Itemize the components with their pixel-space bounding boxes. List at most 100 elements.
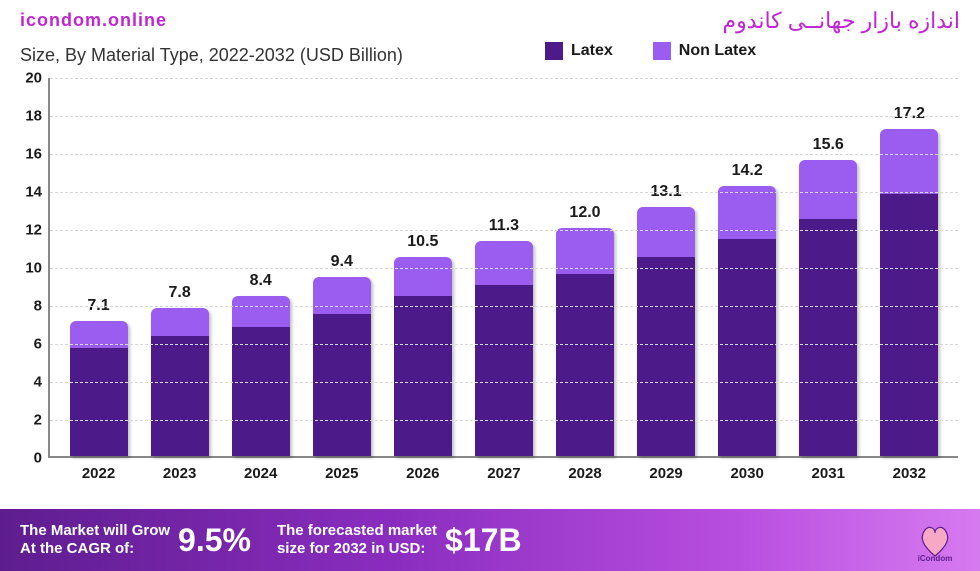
bar-group: 9.4 <box>313 277 371 456</box>
bar-group: 8.4 <box>232 296 290 456</box>
legend: Latex Non Latex <box>545 42 756 60</box>
legend-swatch-latex <box>545 42 563 60</box>
x-label: 2024 <box>232 465 290 482</box>
y-tick: 16 <box>25 146 42 163</box>
page-title-fa: اندازه بازار جهانــی کاندوم <box>723 8 960 34</box>
grid-line <box>50 78 958 79</box>
x-label: 2025 <box>313 465 371 482</box>
bar-stack <box>313 277 371 456</box>
x-label: 2027 <box>475 465 533 482</box>
y-tick: 18 <box>25 108 42 125</box>
bar-group: 17.2 <box>880 129 938 456</box>
bar-segment-latex <box>394 296 452 456</box>
bar-segment-latex <box>475 285 533 456</box>
bar-segment-nonlatex <box>556 228 614 274</box>
legend-swatch-nonlatex <box>653 42 671 60</box>
x-axis-labels: 2022202320242025202620272028202920302031… <box>50 465 958 482</box>
y-tick: 8 <box>34 298 42 315</box>
bar-segment-latex <box>556 274 614 456</box>
bar-group: 15.6 <box>799 160 857 456</box>
bar-segment-nonlatex <box>232 296 290 326</box>
bars-container: 7.1 7.8 8.4 9.4 10.5 11.3 12.0 13.1 14.2 15.6 17.2 <box>50 78 958 456</box>
brand-logo-icon: iCondom <box>910 515 960 565</box>
y-tick: 2 <box>34 412 42 429</box>
chart-area: 02468101214161820 7.17.88.49.410.511.312… <box>48 78 958 478</box>
grid-line <box>50 154 958 155</box>
brand-text: icondom.online <box>20 10 167 31</box>
bar-segment-nonlatex <box>394 257 452 297</box>
x-label: 2031 <box>799 465 857 482</box>
bar-segment-latex <box>232 327 290 456</box>
bar-total-label: 8.4 <box>250 272 272 290</box>
grid-line <box>50 306 958 307</box>
x-label: 2032 <box>880 465 938 482</box>
bar-total-label: 11.3 <box>489 217 519 235</box>
cagr-label: The Market will Grow At the CAGR of: <box>20 522 170 558</box>
cagr-value: 9.5% <box>178 522 251 559</box>
grid-line <box>50 420 958 421</box>
grid-line <box>50 116 958 117</box>
y-tick: 6 <box>34 336 42 353</box>
bar-segment-nonlatex <box>151 308 209 336</box>
y-tick: 10 <box>25 260 42 277</box>
bar-stack <box>718 186 776 456</box>
bar-stack <box>880 129 938 456</box>
bar-segment-latex <box>880 194 938 456</box>
brand-logo-text: iCondom <box>918 554 953 563</box>
bar-segment-latex <box>70 348 128 456</box>
x-label: 2028 <box>556 465 614 482</box>
chart-subtitle: Size, By Material Type, 2022-2032 (USD B… <box>20 45 403 66</box>
x-label: 2022 <box>70 465 128 482</box>
legend-item-latex: Latex <box>545 42 613 60</box>
bar-group: 10.5 <box>394 257 452 457</box>
bar-stack <box>70 321 128 456</box>
y-tick: 4 <box>34 374 42 391</box>
bar-stack <box>394 257 452 457</box>
footer-banner: The Market will Grow At the CAGR of: 9.5… <box>0 509 980 571</box>
bar-group: 13.1 <box>637 207 695 456</box>
plot: 7.1 7.8 8.4 9.4 10.5 11.3 12.0 13.1 14.2 15.6 17.2… <box>48 78 958 458</box>
bar-total-label: 14.2 <box>732 162 763 180</box>
bar-segment-latex <box>313 314 371 456</box>
bar-stack <box>232 296 290 456</box>
legend-item-nonlatex: Non Latex <box>653 42 756 60</box>
x-label: 2026 <box>394 465 452 482</box>
bar-segment-nonlatex <box>313 277 371 313</box>
bar-total-label: 15.6 <box>813 136 844 154</box>
bar-group: 14.2 <box>718 186 776 456</box>
y-tick: 0 <box>34 450 42 467</box>
forecast-value: $17B <box>445 522 522 559</box>
bar-stack <box>637 207 695 456</box>
forecast-label: The forecasted market size for 2032 in U… <box>277 522 437 558</box>
bar-segment-nonlatex <box>799 160 857 219</box>
legend-label-nonlatex: Non Latex <box>679 42 756 60</box>
bar-stack <box>475 241 533 456</box>
grid-line <box>50 382 958 383</box>
bar-segment-latex <box>151 336 209 456</box>
grid-line <box>50 268 958 269</box>
y-axis: 02468101214161820 <box>18 78 48 458</box>
bar-group: 12.0 <box>556 228 614 456</box>
bar-segment-nonlatex <box>718 186 776 239</box>
bar-stack <box>556 228 614 456</box>
grid-line <box>50 344 958 345</box>
bar-group: 7.1 <box>70 321 128 456</box>
bar-total-label: 10.5 <box>407 233 438 251</box>
bar-segment-nonlatex <box>880 129 938 194</box>
bar-group: 11.3 <box>475 241 533 456</box>
legend-label-latex: Latex <box>571 42 613 60</box>
bar-segment-nonlatex <box>475 241 533 285</box>
bar-stack <box>799 160 857 456</box>
y-tick: 12 <box>25 222 42 239</box>
bar-segment-nonlatex <box>637 207 695 256</box>
bar-segment-latex <box>637 257 695 456</box>
bar-total-label: 7.8 <box>168 284 190 302</box>
bar-total-label: 17.2 <box>894 105 925 123</box>
y-tick: 14 <box>25 184 42 201</box>
y-tick: 20 <box>25 70 42 87</box>
bar-total-label: 12.0 <box>569 204 600 222</box>
grid-line <box>50 192 958 193</box>
x-label: 2023 <box>151 465 209 482</box>
grid-line <box>50 230 958 231</box>
x-label: 2030 <box>718 465 776 482</box>
